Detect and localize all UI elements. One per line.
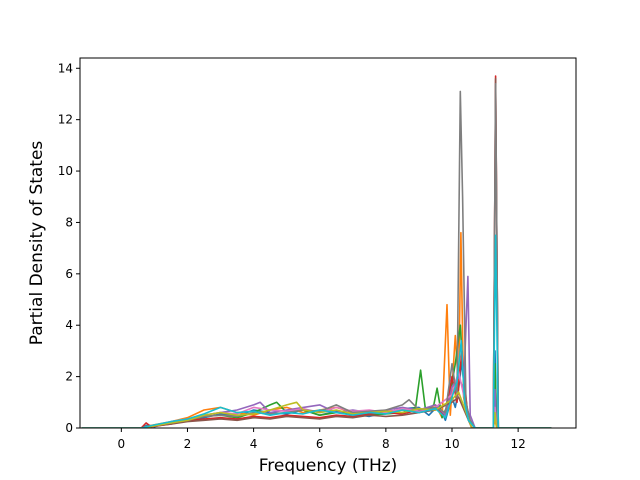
x-tick-label: 10 <box>444 437 459 451</box>
series-line-4 <box>81 75 552 428</box>
series-line-6 <box>81 77 552 428</box>
y-tick-label: 14 <box>58 61 73 75</box>
x-tick-label: 8 <box>382 437 390 451</box>
y-tick-label: 10 <box>58 164 73 178</box>
y-tick-label: 0 <box>65 421 73 435</box>
series-line-10 <box>81 234 552 428</box>
series-line-1 <box>81 350 552 428</box>
y-tick-label: 6 <box>65 267 73 281</box>
y-tick-label: 8 <box>65 215 73 229</box>
x-tick-label: 12 <box>510 437 525 451</box>
ticks-layer: 0 2 4 6 8 10 12 0 2 4 6 8 10 12 14 <box>58 61 526 451</box>
x-tick-label: 6 <box>316 437 324 451</box>
series-layer <box>81 75 552 428</box>
x-tick-label: 2 <box>184 437 192 451</box>
series-line-5 <box>81 275 552 428</box>
y-tick-label: 4 <box>65 318 73 332</box>
y-tick-label: 12 <box>58 113 73 127</box>
x-tick-label: 4 <box>250 437 258 451</box>
plot-frame <box>79 57 577 429</box>
x-tick-label: 0 <box>118 437 126 451</box>
series-line-8 <box>81 82 552 428</box>
x-axis-label: Frequency (THz) <box>259 456 398 476</box>
y-axis-label: Partial Density of States <box>27 141 47 346</box>
series-line-2 <box>81 231 552 428</box>
y-tick-label: 2 <box>65 370 73 384</box>
